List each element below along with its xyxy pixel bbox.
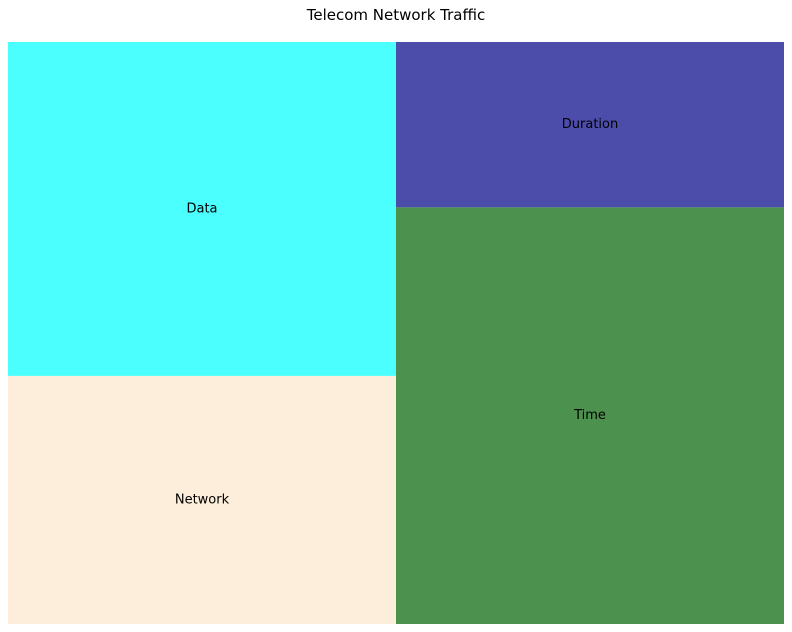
tile-duration <box>396 42 784 208</box>
tile-label-network: Network <box>175 492 230 507</box>
tile-label-data: Data <box>186 201 217 216</box>
tile-data <box>8 42 396 376</box>
chart-title: Telecom Network Traffic <box>306 6 486 24</box>
tile-network <box>8 375 396 624</box>
tile-label-time: Time <box>573 408 606 423</box>
tile-label-duration: Duration <box>562 117 618 132</box>
treemap-tiles: Data Network Duration Time <box>8 42 784 624</box>
tile-time <box>396 207 784 624</box>
